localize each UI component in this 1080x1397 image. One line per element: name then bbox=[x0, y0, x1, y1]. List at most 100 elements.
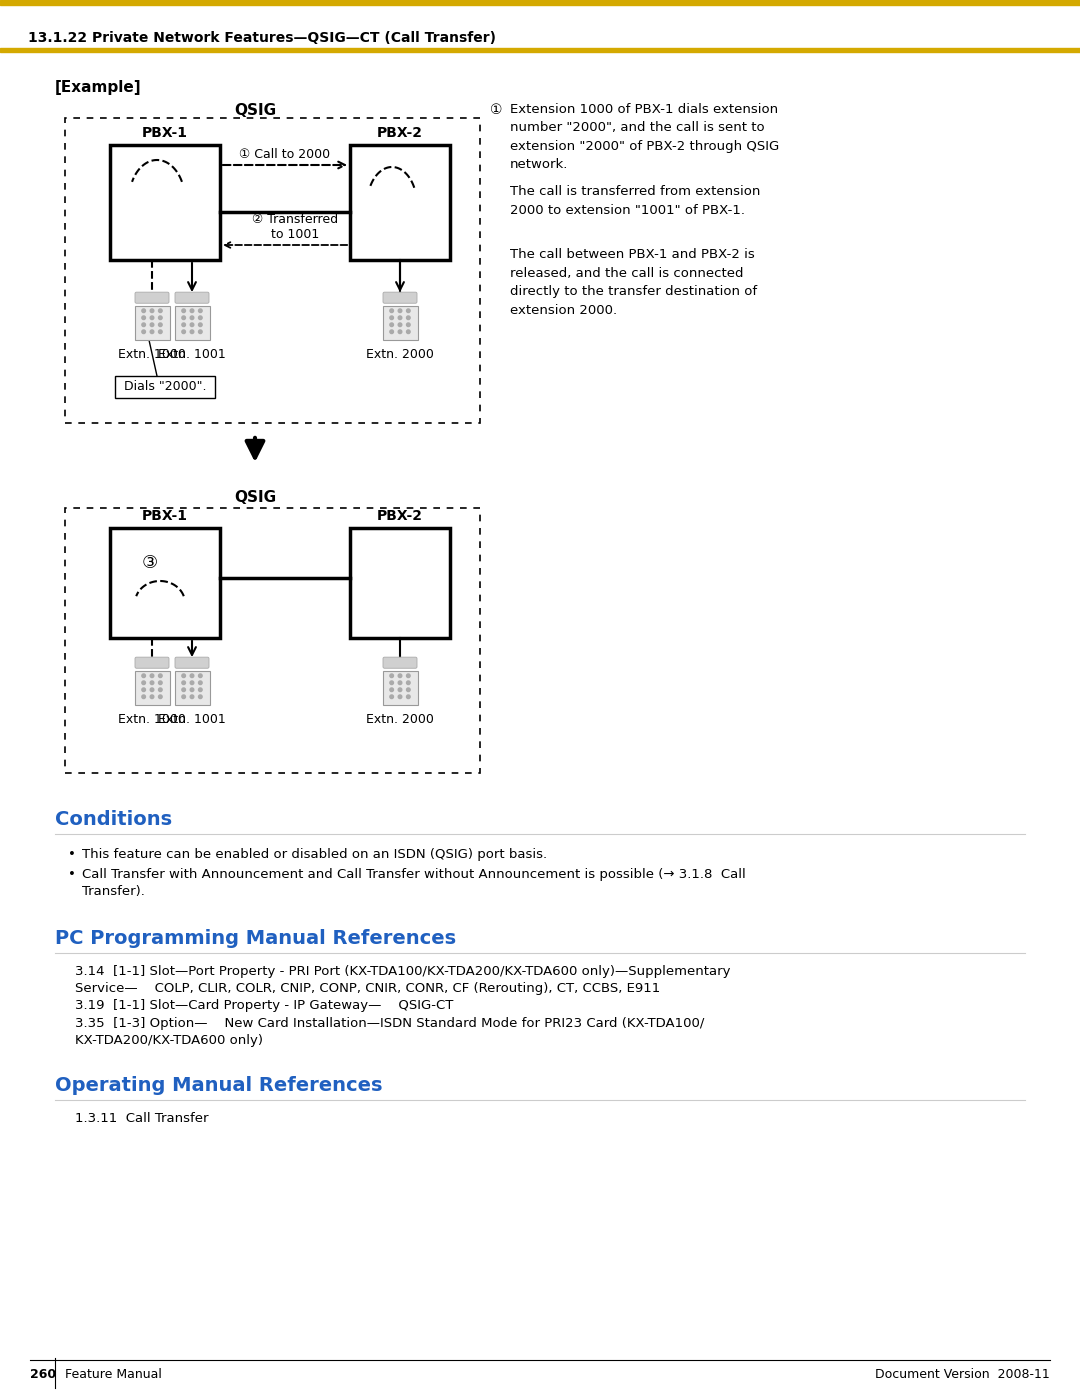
Circle shape bbox=[399, 309, 402, 313]
Text: •: • bbox=[68, 848, 76, 861]
Circle shape bbox=[141, 694, 146, 698]
Bar bbox=[382, 671, 418, 705]
FancyBboxPatch shape bbox=[175, 657, 210, 668]
Circle shape bbox=[399, 673, 402, 678]
Circle shape bbox=[190, 680, 193, 685]
Circle shape bbox=[159, 330, 162, 334]
Text: The call between PBX-1 and PBX-2 is
released, and the call is connected
directly: The call between PBX-1 and PBX-2 is rele… bbox=[510, 249, 757, 317]
Circle shape bbox=[190, 673, 193, 678]
Circle shape bbox=[199, 309, 202, 313]
Circle shape bbox=[141, 673, 146, 678]
Circle shape bbox=[199, 330, 202, 334]
Circle shape bbox=[199, 673, 202, 678]
Text: ② Transferred
to 1001: ② Transferred to 1001 bbox=[252, 212, 338, 242]
Bar bbox=[110, 145, 220, 260]
Circle shape bbox=[150, 694, 153, 698]
Circle shape bbox=[390, 680, 393, 685]
Text: 13.1.22 Private Network Features—QSIG—CT (Call Transfer): 13.1.22 Private Network Features—QSIG—CT… bbox=[28, 31, 496, 45]
Text: Document Version  2008-11: Document Version 2008-11 bbox=[875, 1368, 1050, 1380]
Circle shape bbox=[199, 316, 202, 320]
Circle shape bbox=[199, 694, 202, 698]
Bar bbox=[0, 0, 1080, 6]
Bar bbox=[114, 376, 215, 398]
Text: Extn. 2000: Extn. 2000 bbox=[366, 712, 434, 726]
Circle shape bbox=[181, 330, 186, 334]
Circle shape bbox=[159, 316, 162, 320]
Text: Dials "2000".: Dials "2000". bbox=[124, 380, 206, 394]
Text: Conditions: Conditions bbox=[55, 810, 172, 828]
Circle shape bbox=[406, 316, 410, 320]
Circle shape bbox=[399, 687, 402, 692]
Text: PBX-2: PBX-2 bbox=[377, 126, 423, 140]
Circle shape bbox=[190, 687, 193, 692]
Circle shape bbox=[390, 316, 393, 320]
Circle shape bbox=[399, 323, 402, 327]
Circle shape bbox=[159, 309, 162, 313]
Text: Extn. 1001: Extn. 1001 bbox=[158, 712, 226, 726]
Circle shape bbox=[141, 309, 146, 313]
Bar bbox=[175, 671, 210, 705]
Circle shape bbox=[390, 673, 393, 678]
FancyBboxPatch shape bbox=[175, 292, 210, 303]
Bar bbox=[0, 47, 1080, 52]
Text: QSIG: QSIG bbox=[234, 103, 276, 117]
Circle shape bbox=[150, 673, 153, 678]
FancyBboxPatch shape bbox=[135, 292, 168, 303]
Circle shape bbox=[181, 316, 186, 320]
Circle shape bbox=[390, 687, 393, 692]
Text: This feature can be enabled or disabled on an ISDN (QSIG) port basis.: This feature can be enabled or disabled … bbox=[82, 848, 548, 861]
Circle shape bbox=[199, 680, 202, 685]
Text: Operating Manual References: Operating Manual References bbox=[55, 1076, 382, 1095]
Circle shape bbox=[181, 694, 186, 698]
Text: PBX-1: PBX-1 bbox=[141, 509, 188, 522]
Text: Extension 1000 of PBX-1 dials extension
number "2000", and the call is sent to
e: Extension 1000 of PBX-1 dials extension … bbox=[510, 103, 780, 172]
Circle shape bbox=[390, 330, 393, 334]
Text: ① Call to 2000: ① Call to 2000 bbox=[240, 148, 330, 161]
Circle shape bbox=[150, 680, 153, 685]
Text: 3.14  [1-1] Slot—Port Property - PRI Port (KX-TDA100/KX-TDA200/KX-TDA600 only)—S: 3.14 [1-1] Slot—Port Property - PRI Port… bbox=[75, 965, 730, 995]
Circle shape bbox=[406, 673, 410, 678]
Circle shape bbox=[159, 687, 162, 692]
Circle shape bbox=[190, 309, 193, 313]
Circle shape bbox=[399, 694, 402, 698]
Circle shape bbox=[406, 330, 410, 334]
Circle shape bbox=[141, 323, 146, 327]
Text: Feature Manual: Feature Manual bbox=[65, 1368, 162, 1380]
Text: Extn. 2000: Extn. 2000 bbox=[366, 348, 434, 360]
Bar bbox=[175, 306, 210, 339]
Text: ③: ③ bbox=[141, 555, 158, 571]
Circle shape bbox=[181, 687, 186, 692]
Circle shape bbox=[150, 309, 153, 313]
Circle shape bbox=[181, 309, 186, 313]
Text: Extn. 1000: Extn. 1000 bbox=[118, 712, 186, 726]
Circle shape bbox=[150, 323, 153, 327]
Text: ①: ① bbox=[490, 103, 502, 117]
Bar bbox=[65, 117, 480, 423]
Text: PBX-2: PBX-2 bbox=[377, 509, 423, 522]
Text: 3.35  [1-3] Option—    New Card Installation—ISDN Standard Mode for PRI23 Card (: 3.35 [1-3] Option— New Card Installation… bbox=[75, 1017, 704, 1046]
Bar bbox=[350, 145, 450, 260]
Circle shape bbox=[406, 687, 410, 692]
Circle shape bbox=[190, 316, 193, 320]
Circle shape bbox=[406, 694, 410, 698]
FancyBboxPatch shape bbox=[135, 657, 168, 668]
Circle shape bbox=[399, 316, 402, 320]
Circle shape bbox=[199, 687, 202, 692]
Text: •: • bbox=[68, 868, 76, 882]
Circle shape bbox=[390, 694, 393, 698]
FancyBboxPatch shape bbox=[383, 657, 417, 668]
Circle shape bbox=[190, 330, 193, 334]
Circle shape bbox=[181, 673, 186, 678]
Circle shape bbox=[159, 694, 162, 698]
FancyBboxPatch shape bbox=[383, 292, 417, 303]
Bar bbox=[382, 306, 418, 339]
Bar bbox=[135, 306, 170, 339]
Text: PBX-1: PBX-1 bbox=[141, 126, 188, 140]
Bar bbox=[110, 528, 220, 638]
Circle shape bbox=[141, 680, 146, 685]
Text: PC Programming Manual References: PC Programming Manual References bbox=[55, 929, 456, 949]
Circle shape bbox=[181, 323, 186, 327]
Circle shape bbox=[399, 330, 402, 334]
Circle shape bbox=[150, 330, 153, 334]
Circle shape bbox=[390, 309, 393, 313]
